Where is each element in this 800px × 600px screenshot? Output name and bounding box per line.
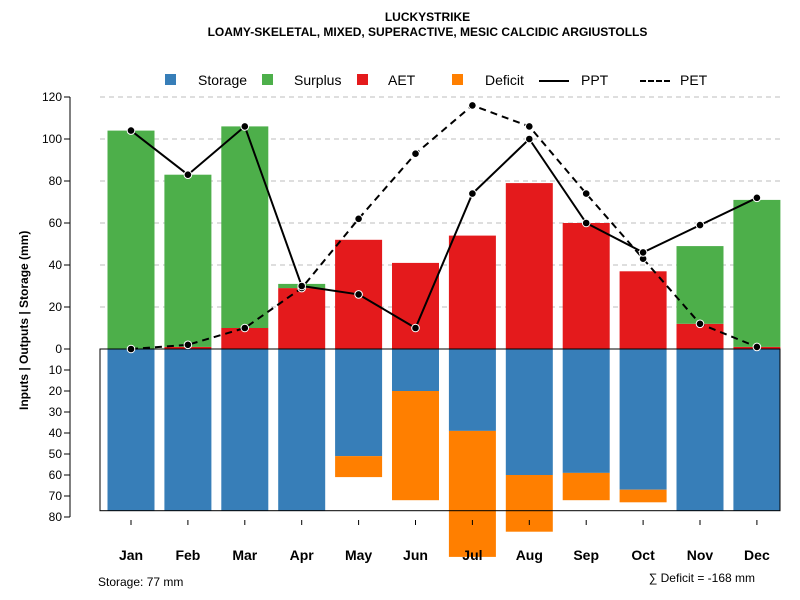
aet-swatch xyxy=(357,74,368,85)
pet-point xyxy=(240,323,250,333)
legend-label-aet: AET xyxy=(388,72,416,88)
y-tick-label: 10 xyxy=(49,363,63,377)
pet-point xyxy=(468,101,477,110)
y-tick-label: 20 xyxy=(49,384,63,398)
ppt-point xyxy=(354,290,363,299)
y-tick-label: 120 xyxy=(42,90,62,104)
storage-bar xyxy=(733,349,781,511)
y-tick-label: 100 xyxy=(42,132,62,146)
deficit-bar xyxy=(619,489,667,503)
ppt-line xyxy=(130,124,758,330)
chart-title: LUCKYSTRIKE xyxy=(384,10,471,24)
x-tick-label: Jun xyxy=(403,547,428,563)
x-tick-label: Oct xyxy=(631,547,655,563)
storage-swatch xyxy=(165,74,176,85)
pet-point xyxy=(183,340,193,350)
y-tick-label: 60 xyxy=(49,216,63,230)
surplus-bar xyxy=(733,199,781,347)
storage-bar xyxy=(107,349,155,511)
y-tick-label: 80 xyxy=(49,510,63,524)
x-tick-label: Nov xyxy=(687,547,714,563)
y-tick-label: 30 xyxy=(49,405,63,419)
y-tick-label: 20 xyxy=(49,300,63,314)
ppt-point xyxy=(695,220,705,230)
x-tick-label: Jul xyxy=(462,547,482,563)
x-tick-label: Jan xyxy=(119,547,143,563)
x-tick-label: Sep xyxy=(573,547,599,563)
chart-subtitle: LOAMY-SKELETAL, MIXED, SUPERACTIVE, MESI… xyxy=(207,25,648,39)
legend-label-ppt: PPT xyxy=(581,72,609,88)
pet-point xyxy=(354,214,363,224)
legend-label-pet: PET xyxy=(680,72,708,88)
deficit-swatch xyxy=(452,74,463,85)
pet-point xyxy=(525,122,534,131)
ppt-point xyxy=(183,170,193,179)
surplus-bar xyxy=(221,126,269,329)
ppt-point xyxy=(297,281,307,291)
legend-label-storage: Storage xyxy=(198,72,248,88)
storage-bar xyxy=(278,349,326,511)
aet-bar xyxy=(221,328,269,349)
storage-bar xyxy=(392,349,439,391)
ppt-line-swatch xyxy=(539,80,569,82)
ppt-point xyxy=(240,122,250,131)
ppt-point xyxy=(126,126,136,135)
surplus-bar xyxy=(676,246,724,324)
storage-bar xyxy=(448,349,496,431)
surplus-swatch xyxy=(262,74,273,85)
deficit-footer: ∑ Deficit = -168 mm xyxy=(648,571,755,585)
surplus-bar xyxy=(107,130,155,349)
x-tick-label: Apr xyxy=(290,547,315,563)
legend-label-deficit: Deficit xyxy=(485,72,524,88)
ppt-point xyxy=(638,248,648,257)
storage-bar xyxy=(562,349,610,473)
storage-bar xyxy=(676,349,724,511)
surplus-bar xyxy=(164,174,212,347)
storage-bar xyxy=(335,349,383,457)
aet-bar xyxy=(278,288,326,349)
pet-point xyxy=(581,189,591,198)
deficit-bar xyxy=(448,430,496,557)
y-tick-label: 40 xyxy=(49,258,63,272)
pet-point xyxy=(411,149,420,158)
deficit-bar xyxy=(562,472,610,501)
aet-bar xyxy=(505,183,553,349)
pet-point xyxy=(695,319,705,329)
storage-bar xyxy=(164,349,212,511)
y-tick-label: 60 xyxy=(49,468,63,482)
pet-point xyxy=(126,344,136,354)
x-tick-label: Aug xyxy=(516,547,543,563)
storage-footer: Storage: 77 mm xyxy=(98,575,184,589)
x-tick-label: Dec xyxy=(744,547,770,563)
storage-bar xyxy=(619,349,667,490)
storage-bar xyxy=(221,349,269,511)
deficit-bar xyxy=(392,391,439,501)
ppt-point xyxy=(581,218,591,228)
aet-bar xyxy=(619,271,667,349)
pet-line-swatch xyxy=(640,80,670,82)
y-tick-label: 40 xyxy=(49,426,63,440)
y-tick-label: 70 xyxy=(49,489,63,503)
deficit-bar xyxy=(335,456,383,478)
storage-bar xyxy=(505,349,553,475)
ppt-point xyxy=(468,189,477,198)
y-tick-label: 50 xyxy=(49,447,63,461)
pet-line xyxy=(130,104,758,350)
x-tick-label: Mar xyxy=(232,547,257,563)
legend-label-surplus: Surplus xyxy=(294,72,342,88)
y-tick-label: 0 xyxy=(55,342,62,356)
aet-bar xyxy=(392,262,439,349)
y-tick-label: 80 xyxy=(49,174,63,188)
x-tick-label: Feb xyxy=(175,547,200,563)
ppt-point xyxy=(525,134,534,144)
aet-bar xyxy=(562,223,610,349)
ppt-point xyxy=(752,193,762,203)
pet-point xyxy=(752,342,762,352)
x-tick-label: May xyxy=(345,547,372,563)
aet-bar xyxy=(448,235,496,349)
ppt-point xyxy=(411,323,420,333)
